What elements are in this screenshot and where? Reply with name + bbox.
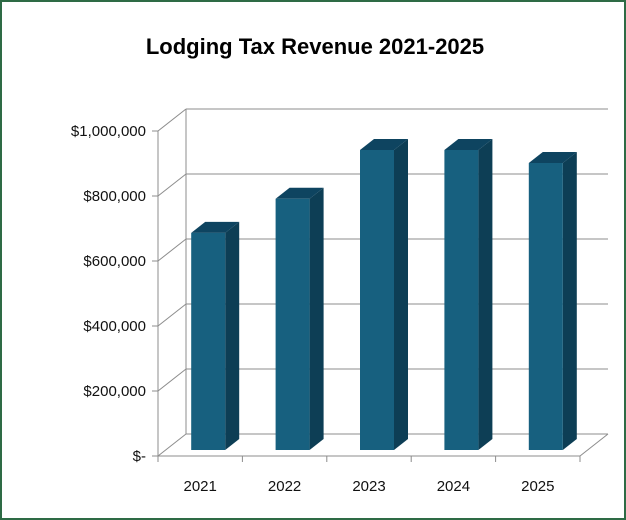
bar-top	[444, 139, 493, 150]
gridline-wall-diagonal	[157, 368, 187, 392]
bar	[191, 232, 226, 450]
y-tick-label: $1,000,000	[71, 123, 146, 140]
bar	[444, 150, 479, 450]
bar-top	[275, 187, 324, 199]
gridline-wall-diagonal	[157, 303, 187, 327]
bar-top	[528, 152, 577, 163]
y-tick-label: $-	[133, 448, 146, 465]
x-axis-tick-labels: 2021 2022 2023 2024 2025	[184, 478, 555, 495]
bar-side	[478, 139, 493, 450]
bar	[360, 150, 394, 450]
y-tick-label: $600,000	[83, 253, 146, 270]
x-tick-label: 2023	[352, 478, 385, 495]
y-tick-label: $200,000	[83, 383, 146, 400]
gridline-wall-diagonal	[157, 238, 187, 262]
bar-side	[225, 221, 240, 450]
bar	[528, 163, 563, 450]
bar-top	[191, 221, 240, 233]
bar-side	[394, 139, 408, 450]
x-tick-label: 2022	[268, 478, 301, 495]
gridline-wall-diagonal	[157, 173, 187, 197]
chart-title: Lodging Tax Revenue 2021-2025	[145, 34, 485, 59]
x-tick-label: 2024	[437, 478, 470, 495]
y-tick-label: $800,000	[83, 188, 146, 205]
bars	[191, 139, 577, 450]
y-axis-tick-labels: $- $200,000 $400,000 $600,000 $800,000 $1,000…	[71, 123, 146, 465]
bar-top	[360, 139, 408, 150]
y-tick-label: $400,000	[83, 318, 146, 335]
gridline-wall-diagonal	[157, 433, 187, 457]
floor-right-edge	[579, 433, 609, 457]
gridline-wall-diagonal	[157, 108, 187, 132]
bar	[275, 198, 310, 450]
bar-side	[309, 187, 324, 450]
bar-side	[562, 152, 577, 450]
x-tick-label: 2025	[521, 478, 554, 495]
x-tick-label: 2021	[184, 478, 217, 495]
